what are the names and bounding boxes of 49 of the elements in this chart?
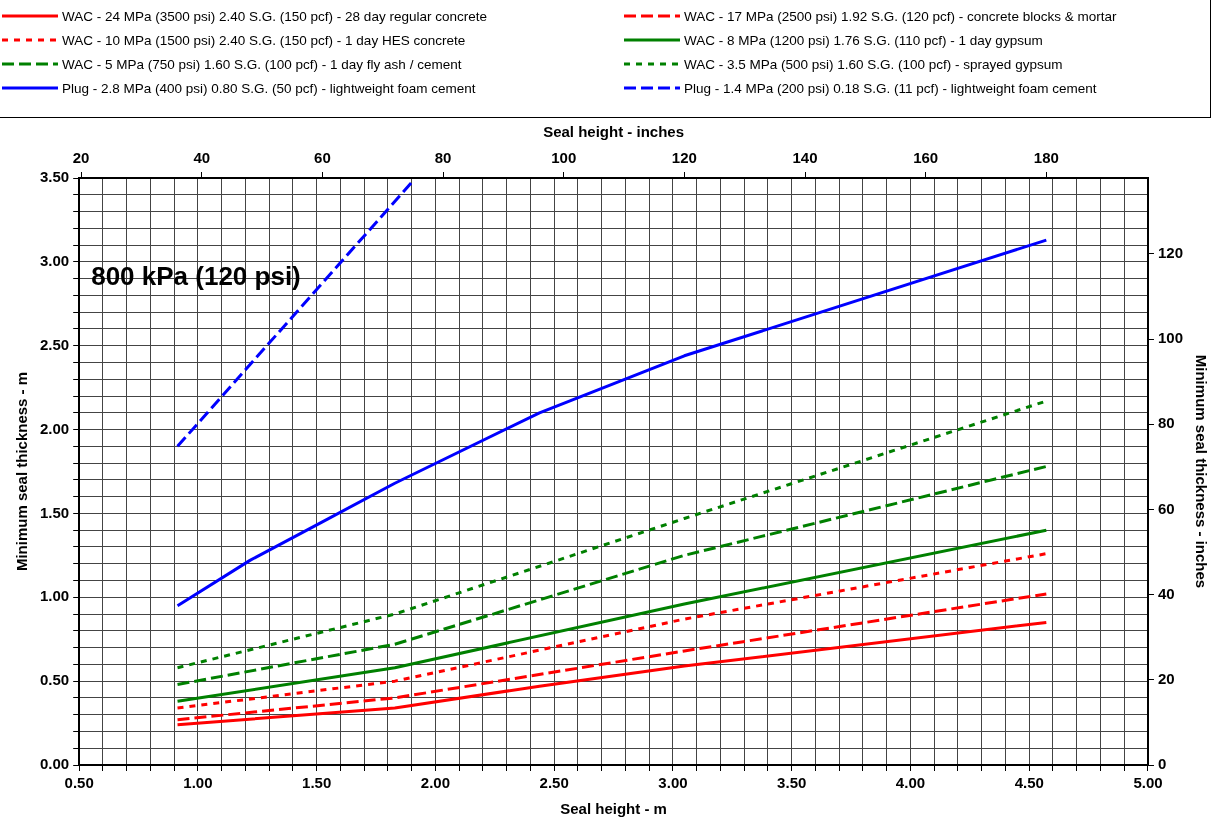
x-tick-label: 0.50 [64,774,94,792]
y2-tick-label: 60 [1157,499,1175,517]
x2-tick-label: 60 [314,149,331,167]
x-tick-label: 1.00 [183,774,213,792]
y-tick-label: 0.50 [39,671,70,689]
y2-tick-label: 40 [1157,584,1175,602]
y2-axis-title: Minimum seal thickness - inches [1192,354,1210,589]
y-tick-label: 2.00 [39,419,70,437]
x-tick-label: 2.50 [539,774,569,792]
legend-label: WAC - 3.5 MPa (500 psi) 1.60 S.G. (100 pcf) - sprayed gypsum [684,56,1063,72]
x2-tick-label: 80 [434,149,452,167]
x-tick-label: 2.00 [420,774,451,792]
y-tick-label: 1.00 [39,587,70,605]
y-axis-title: Minimum seal thickness - m [13,371,31,572]
y2-tick-label: 80 [1157,414,1175,432]
legend-label: WAC - 17 MPa (2500 psi) 1.92 S.G. (120 pcf) - concrete blocks & mortar [684,8,1117,24]
x2-tick-label: 160 [913,149,939,167]
x-tick-label: 4.50 [1014,774,1044,792]
legend-label: WAC - 8 MPa (1200 psi) 1.76 S.G. (110 pcf) - 1 day gypsum [684,32,1043,48]
line-series [176,464,1048,686]
y2-tick-label: 120 [1157,243,1183,261]
y-tick-label: 0.00 [39,755,70,773]
y-tick-label: 3.50 [39,168,70,186]
legend-label: WAC - 10 MPa (1500 psi) 2.40 S.G. (150 pcf) - 1 day HES concrete [62,32,466,48]
legend-label: Plug - 1.4 MPa (200 psi) 0.18 S.G. (11 pcf) - lightweight foam cement [684,80,1097,96]
legend-label: WAC - 5 MPa (750 psi) 1.60 S.G. (100 pcf) - 1 day fly ash / cement [62,56,462,72]
x2-tick-label: 180 [1033,149,1059,167]
y-tick-label: 2.50 [39,335,70,353]
x2-tick-label: 100 [551,149,577,167]
x2-axis-title: Seal height - inches [543,123,685,141]
y2-tick-label: 0 [1157,755,1167,773]
y2-tick-label: 20 [1157,669,1175,687]
x2-tick-label: 120 [671,149,697,167]
y-tick-label: 1.50 [39,503,70,521]
x2-tick-label: 20 [72,149,90,167]
x-tick-label: 3.50 [777,774,807,792]
line-series [176,552,1048,710]
x-tick-label: 4.00 [895,774,926,792]
x-tick-label: 3.00 [658,774,688,792]
y-tick-label: 3.00 [39,252,70,269]
line-series [176,592,1048,722]
y2-tick-label: 100 [1157,329,1183,347]
x-tick-label: 5.00 [1133,774,1163,792]
x2-tick-label: 40 [193,149,211,167]
x2-tick-label: 140 [792,149,818,167]
legend-label: WAC - 24 MPa (3500 psi) 2.40 S.G. (150 pcf) - 28 day regular concrete [62,8,487,24]
x-tick-label: 1.50 [302,774,332,792]
legend-label: Plug - 2.8 MPa (400 psi) 0.80 S.G. (50 pcf) - lightweight foam cement [62,80,476,96]
x-axis-title: Seal height - m [560,800,667,818]
